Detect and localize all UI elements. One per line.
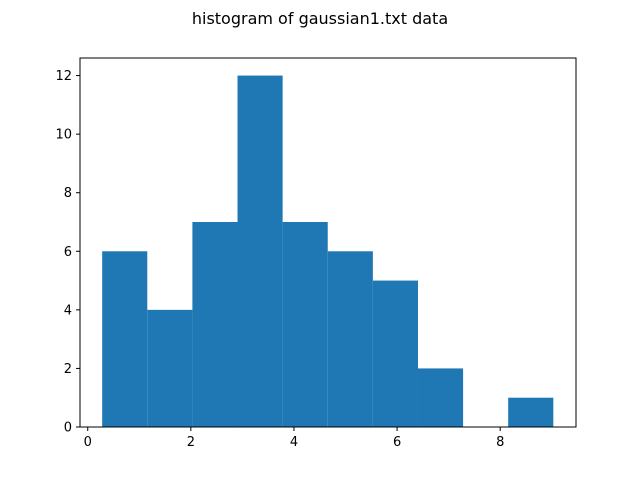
histogram-bar [508, 397, 554, 427]
histogram-bar [192, 222, 238, 427]
histogram-bar [372, 280, 418, 427]
bars-group [102, 75, 554, 428]
histogram-bar [282, 222, 328, 427]
y-tick-label: 6 [64, 245, 72, 260]
chart-title: histogram of gaussian1.txt data [192, 9, 448, 28]
x-tick-label: 8 [496, 435, 504, 450]
histogram-bar [417, 368, 464, 427]
histogram-bar [102, 251, 148, 427]
histogram-bar [147, 309, 193, 427]
y-tick-label: 4 [64, 303, 72, 318]
x-tick-label: 4 [290, 435, 298, 450]
y-tick-label: 2 [64, 362, 72, 377]
y-tick-label: 0 [64, 421, 72, 436]
x-tick-label: 2 [187, 435, 195, 450]
y-tick-label: 10 [55, 128, 72, 143]
y-tick-label: 12 [55, 69, 72, 84]
histogram-bar [237, 75, 283, 428]
plot-frame [79, 57, 577, 428]
histogram-bar [327, 251, 373, 427]
x-tick-label: 0 [84, 435, 92, 450]
y-tick-label: 8 [64, 186, 72, 201]
axes-group: 0 2 4 6 8 0 2 4 6 8 10 12 [55, 57, 577, 450]
x-tick-label: 6 [393, 435, 401, 450]
